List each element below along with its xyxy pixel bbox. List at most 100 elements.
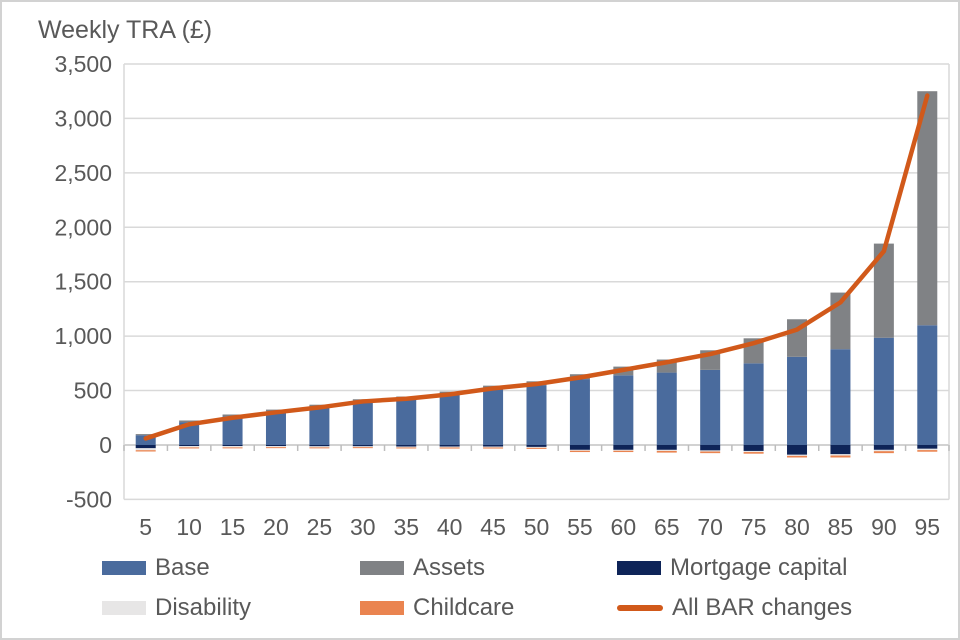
legend-item-all-bar-changes: All BAR changes [617, 594, 852, 622]
bar-segment [873, 451, 894, 454]
bar-segment [830, 454, 851, 456]
x-axis-tick-label: 85 [828, 514, 854, 540]
bar-segment [439, 394, 460, 445]
bar-segment [309, 406, 330, 445]
bar-segment [526, 385, 547, 445]
x-axis-tick-label: 50 [524, 514, 550, 540]
bar-segment [309, 446, 330, 448]
bar-segment [265, 444, 286, 447]
bar-segment [483, 447, 504, 449]
bar-segment [569, 444, 590, 450]
y-axis-tick-label: 1,500 [54, 269, 112, 295]
bar-segment [613, 375, 634, 445]
bar-segment [222, 444, 243, 447]
bar-segment [613, 449, 634, 451]
bar-segment [439, 446, 460, 448]
y-axis-tick-label: -500 [66, 486, 112, 512]
bar-segment [700, 369, 721, 445]
y-axis-tick-label: 500 [74, 378, 112, 404]
bar-segment [526, 446, 547, 448]
bar-segment [700, 451, 721, 454]
x-axis-tick-label: 25 [307, 514, 333, 540]
bar-segment [917, 325, 938, 445]
x-axis-tick-label: 45 [480, 514, 506, 540]
legend-color-swatch-childcare [360, 601, 404, 615]
bar-segment [656, 450, 677, 453]
bar-segment [743, 452, 764, 454]
bar-segment [917, 91, 938, 326]
bar-segment [743, 450, 764, 453]
bar-segment [613, 450, 634, 453]
bar-segment [179, 447, 200, 449]
bar-segment [222, 446, 243, 448]
bar-segment [439, 447, 460, 449]
bar-segment [265, 446, 286, 448]
all-bar-changes-line [143, 93, 930, 441]
bar-segment [352, 447, 373, 449]
bar-segment [873, 449, 894, 452]
legend-label: Disability [155, 594, 252, 621]
legend-line-swatch-all-bar-changes [617, 605, 663, 611]
x-axis-tick-label: 70 [697, 514, 723, 540]
legend-label: Childcare [413, 594, 515, 621]
bar-segment [352, 446, 373, 448]
legend-color-swatch-base [102, 561, 146, 575]
legend-color-swatch-disability [102, 601, 146, 615]
x-axis-tick-label: 60 [611, 514, 637, 540]
bar-segment [483, 444, 504, 447]
bar-segment [396, 446, 417, 448]
bar-segment [265, 447, 286, 449]
legend-label: All BAR changes [672, 594, 853, 621]
legend-item-assets: Assets [360, 554, 485, 582]
bar-segment [352, 401, 373, 445]
y-axis-tick-label: 0 [99, 432, 112, 458]
bar-segment [873, 243, 894, 338]
legend-item-base: Base [102, 554, 210, 582]
bar-segment [917, 448, 938, 451]
bar-segment [483, 446, 504, 448]
bar-segment [830, 455, 851, 458]
y-axis-tick-label: 3,500 [54, 51, 112, 77]
bar-segment [526, 444, 547, 447]
x-axis-tick-label: 95 [914, 514, 940, 540]
bar-segment [743, 444, 764, 451]
y-axis-tick-label: 2,000 [54, 214, 112, 240]
x-axis-tick-label: 15 [220, 514, 246, 540]
x-axis-tick-label: 75 [741, 514, 767, 540]
x-axis-tick-label: 40 [437, 514, 463, 540]
bar-segment [787, 454, 808, 456]
bar-segment [222, 414, 243, 417]
legend-item-mortgage-capital: Mortgage capital [617, 554, 847, 582]
legend-item-disability: Disability [102, 594, 251, 622]
bar-segment [135, 448, 156, 451]
bar-segment [569, 449, 590, 451]
bar-segment [309, 447, 330, 449]
bar-segment [352, 444, 373, 447]
bar-segment [309, 444, 330, 447]
x-axis-tick-label: 55 [567, 514, 593, 540]
bar-segment [700, 444, 721, 451]
bar-segment [526, 447, 547, 449]
y-axis-tick-label: 1,000 [54, 323, 112, 349]
bar-segment [569, 450, 590, 453]
bar-segment [483, 389, 504, 445]
x-axis-tick-label: 5 [139, 514, 152, 540]
legend-color-swatch-mortgage-capital [617, 561, 661, 575]
y-axis-tick-label: 2,500 [54, 160, 112, 186]
bar-segment [135, 450, 156, 452]
bar-segment [222, 416, 243, 445]
bar-segment [917, 450, 938, 452]
bar-segment [179, 444, 200, 447]
legend-item-childcare: Childcare [360, 594, 514, 622]
bar-segment [787, 455, 808, 458]
x-axis-tick-label: 30 [350, 514, 376, 540]
bar-segment [917, 444, 938, 449]
bar-segment [265, 411, 286, 445]
x-axis-tick-label: 35 [393, 514, 419, 540]
legend-label: Assets [413, 554, 486, 581]
bar-segment [396, 399, 417, 445]
x-axis-tick-label: 20 [263, 514, 289, 540]
bar-segment [787, 356, 808, 445]
bar-segment [743, 363, 764, 445]
